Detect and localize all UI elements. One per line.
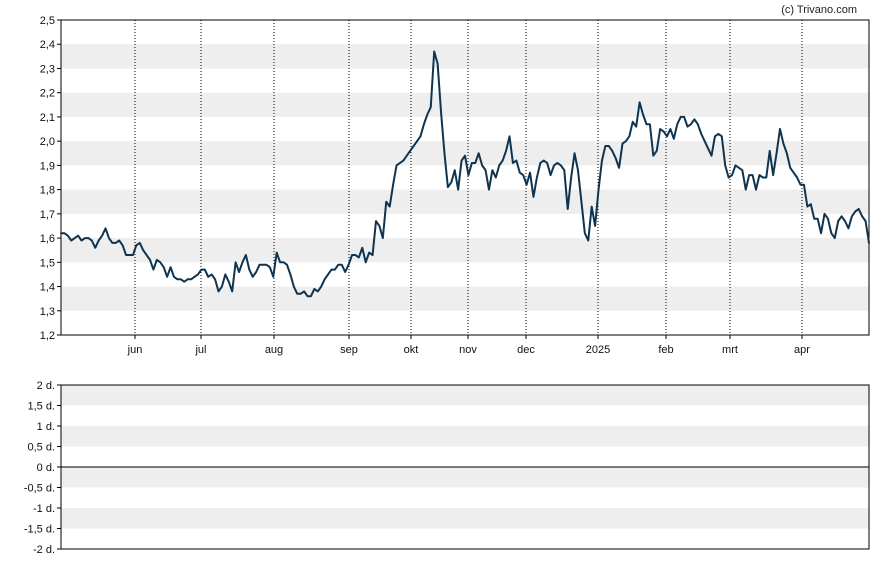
main-x-tick-label: nov bbox=[459, 344, 477, 356]
sub-y-tick-label: 2 d. bbox=[37, 380, 55, 392]
sub-band bbox=[61, 426, 869, 447]
main-y-tick-label: 1,4 bbox=[40, 282, 55, 294]
sub-y-tick-label: 0,5 d. bbox=[27, 442, 55, 454]
sub-y-tick-label: 1,5 d. bbox=[27, 401, 55, 413]
main-x-tick-label: jun bbox=[127, 344, 143, 356]
main-y-tick-label: 2,0 bbox=[40, 136, 55, 148]
main-y-tick-label: 1,5 bbox=[40, 257, 55, 269]
sub-y-tick-label: -1 d. bbox=[33, 503, 55, 515]
main-band bbox=[61, 189, 869, 214]
sub-y-tick-label: -0,5 d. bbox=[24, 483, 55, 495]
main-x-tick-label: mrt bbox=[722, 344, 738, 356]
main-y-tick-label: 1,6 bbox=[40, 233, 55, 245]
main-x-tick-label: okt bbox=[404, 344, 419, 356]
copyright-credit: (c) Trivano.com bbox=[781, 4, 857, 16]
main-band bbox=[61, 286, 869, 311]
sub-y-tick-label: 1 d. bbox=[37, 421, 55, 433]
sub-band bbox=[61, 385, 869, 406]
sub-y-tick-label: -2 d. bbox=[33, 544, 55, 556]
main-y-tick-label: 1,2 bbox=[40, 330, 55, 342]
main-x-tick-label: aug bbox=[265, 344, 283, 356]
sub-y-tick-label: -1,5 d. bbox=[24, 524, 55, 536]
sub-y-axis-labels: 2 d. 1,5 d. 1 d. 0,5 d. 0 d. -0,5 d. -1 d. -1,5… bbox=[24, 380, 55, 556]
sub-y-tick-marks bbox=[57, 384, 61, 550]
main-y-tick-marks bbox=[57, 19, 61, 336]
main-band bbox=[61, 44, 869, 69]
main-x-tick-label: jul bbox=[194, 344, 206, 356]
main-x-axis-labels: jun jul aug sep okt nov dec 2025 feb mrt apr bbox=[127, 344, 811, 356]
main-y-tick-label: 2,1 bbox=[40, 112, 55, 124]
main-plot-bands bbox=[61, 44, 869, 311]
main-y-axis-labels: 1,2 1,3 1,4 1,5 1,6 1,7 1,8 1,9 2,0 2,1 2,2 2,3 2,4 2… bbox=[40, 15, 55, 342]
sub-band bbox=[61, 508, 869, 529]
main-band bbox=[61, 141, 869, 166]
main-x-tick-label: sep bbox=[340, 344, 358, 356]
main-x-tick-label: dec bbox=[517, 344, 535, 356]
main-y-tick-label: 1,9 bbox=[40, 160, 55, 172]
sub-y-tick-label: 0 d. bbox=[37, 462, 55, 474]
sub-band bbox=[61, 467, 869, 488]
main-x-tick-label: apr bbox=[794, 344, 810, 356]
main-y-tick-label: 2,3 bbox=[40, 63, 55, 75]
main-x-tick-label: 2025 bbox=[586, 344, 610, 356]
main-y-tick-label: 2,4 bbox=[40, 39, 55, 51]
main-band bbox=[61, 92, 869, 117]
main-y-tick-label: 1,8 bbox=[40, 185, 55, 197]
main-x-tick-label: feb bbox=[658, 344, 673, 356]
main-plot-frame bbox=[60, 19, 870, 336]
main-y-tick-label: 2,2 bbox=[40, 88, 55, 100]
main-y-tick-label: 2,5 bbox=[40, 15, 55, 27]
main-band bbox=[61, 238, 869, 263]
main-y-tick-label: 1,3 bbox=[40, 306, 55, 318]
month-gridlines bbox=[134, 20, 803, 339]
main-y-tick-label: 1,7 bbox=[40, 209, 55, 221]
price-line bbox=[60, 50, 870, 298]
sub-plot-bands bbox=[61, 385, 869, 529]
